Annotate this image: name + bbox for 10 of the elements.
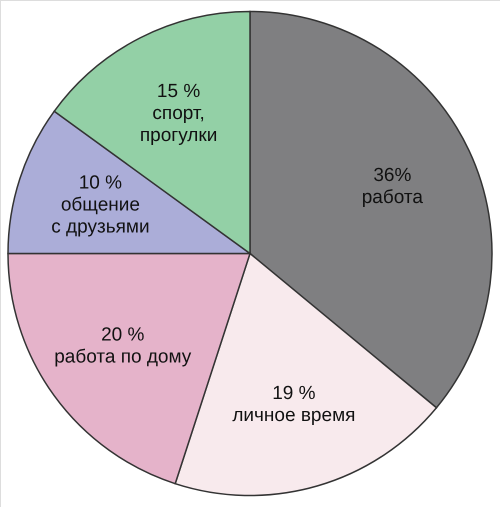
data-label: 15 %	[156, 80, 200, 102]
slice-label: работа по дому	[54, 346, 192, 368]
data-label: 20 %	[101, 324, 144, 346]
slice-label: спорт, прогулки	[140, 102, 218, 146]
slice-label: общение с друзьями	[51, 194, 150, 238]
data-label: 19 %	[272, 383, 316, 404]
slice-label: личное время	[232, 405, 356, 426]
data-label: 10 %	[78, 172, 122, 194]
data-label: 36%	[373, 165, 412, 186]
slice-label: работа	[362, 187, 424, 208]
